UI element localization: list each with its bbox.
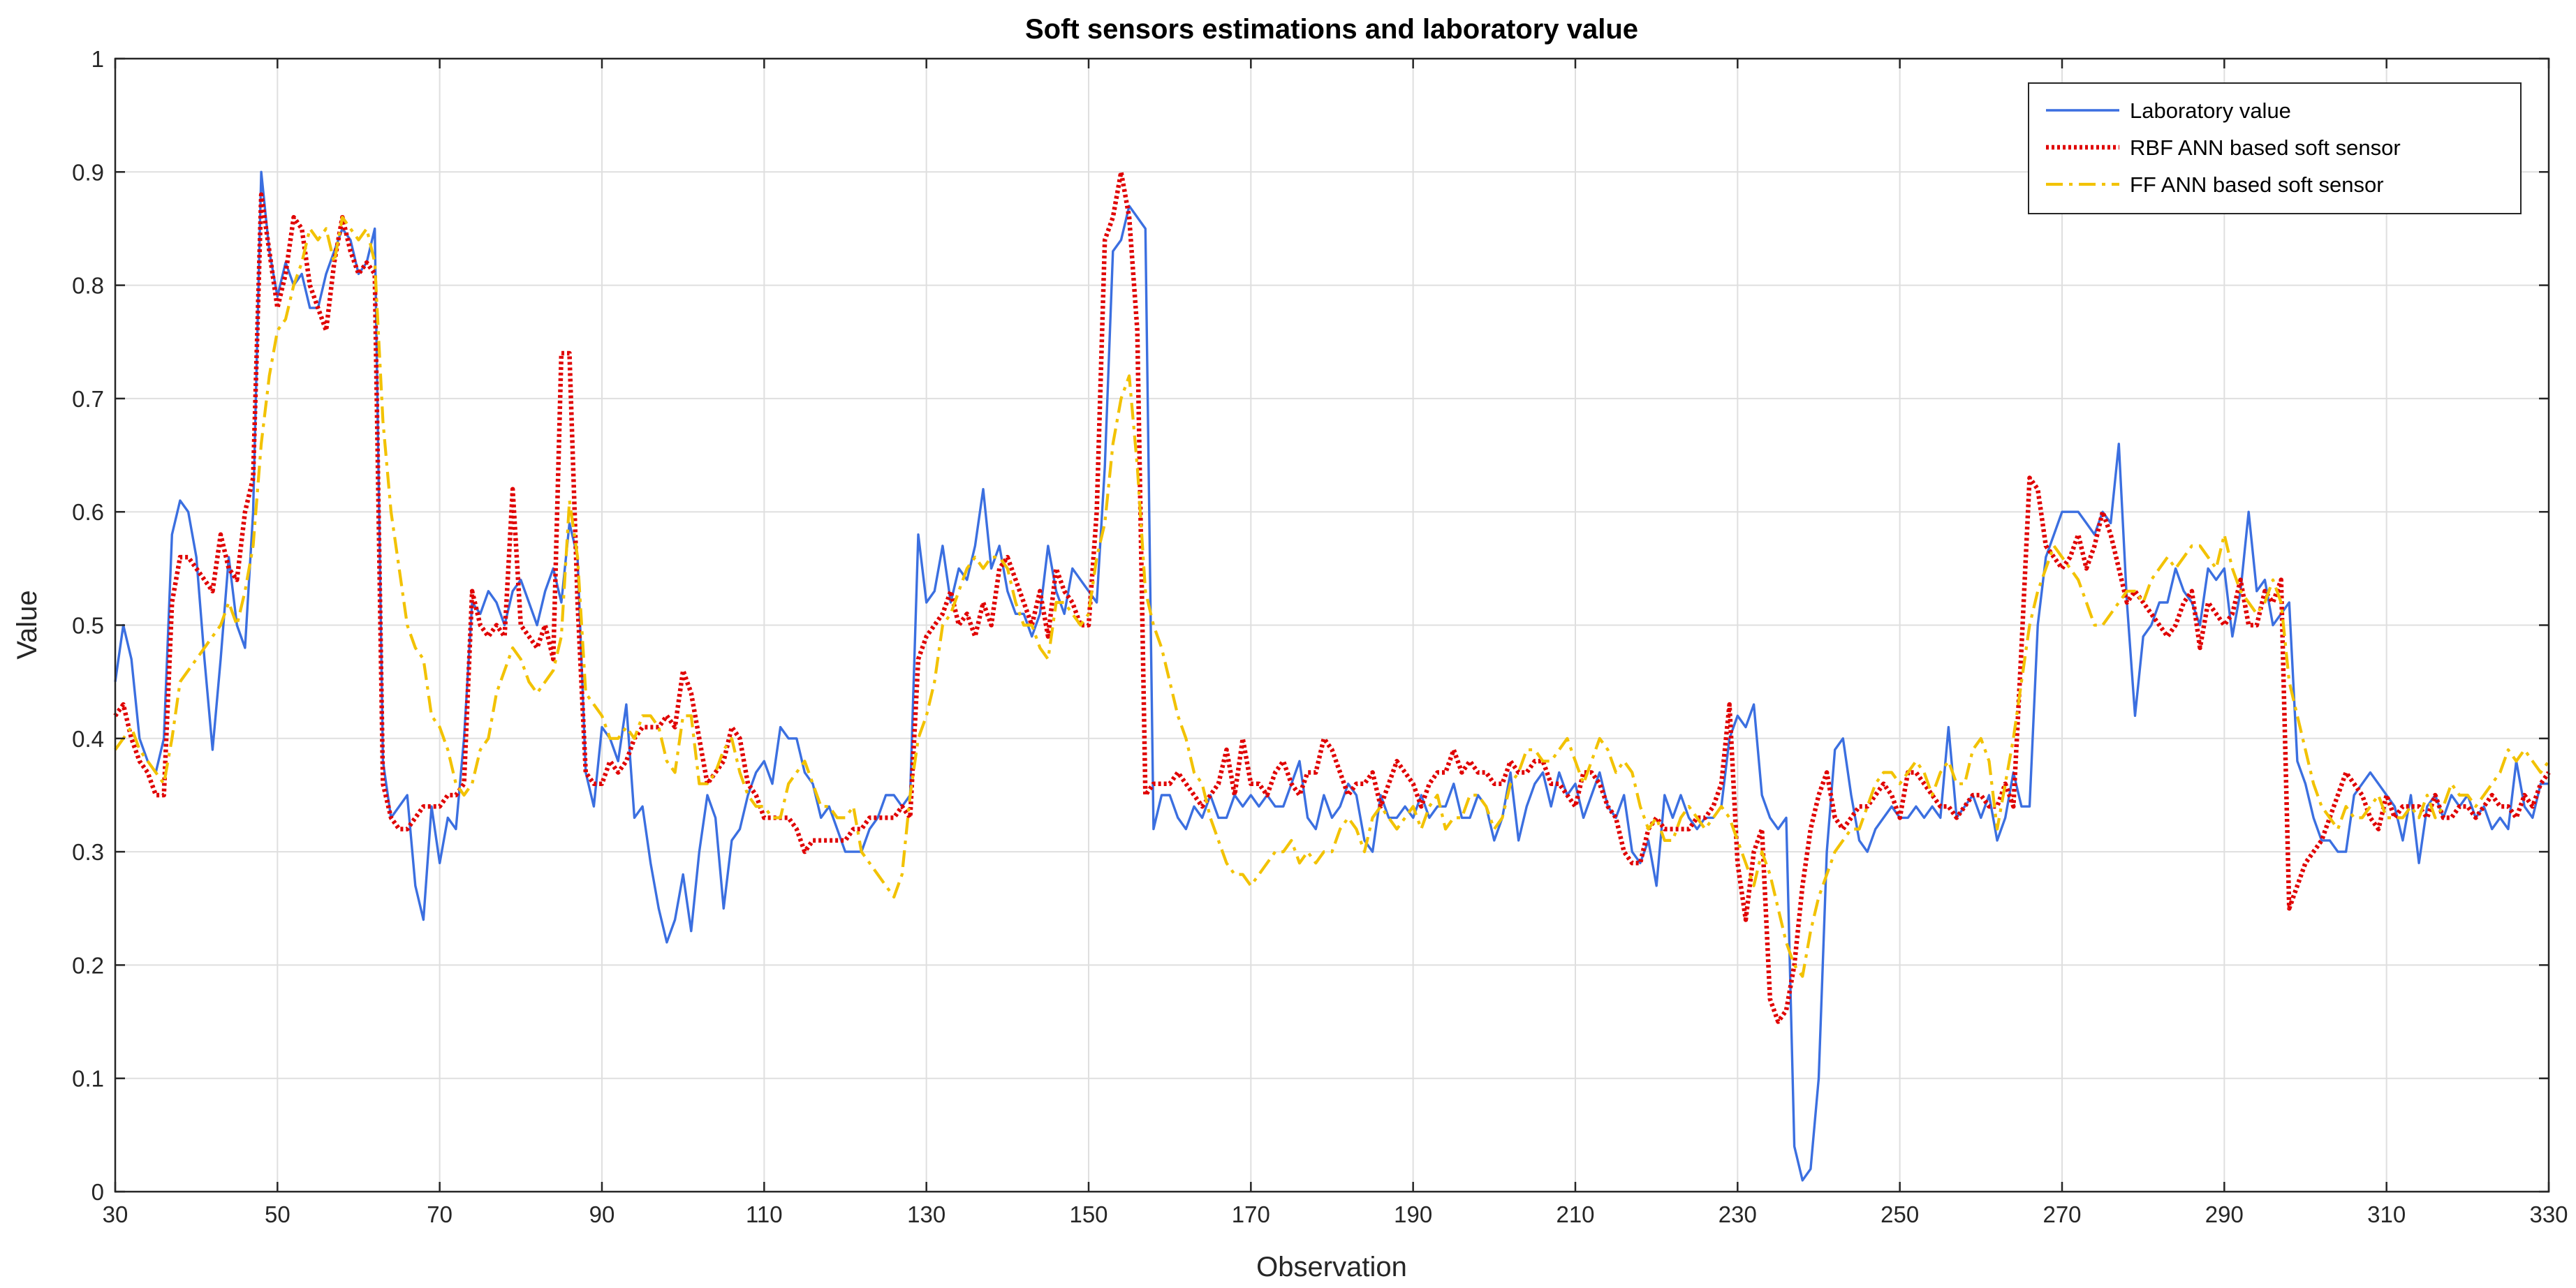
legend-box: [2028, 82, 2522, 214]
y-tick-label: 0.2: [72, 952, 104, 978]
y-tick-label: 0.5: [72, 613, 104, 639]
y-tick-label: 0.9: [72, 159, 104, 185]
y-tick-label: 0.3: [72, 839, 104, 865]
x-tick-label: 190: [1394, 1201, 1432, 1227]
y-tick-label: 0: [91, 1179, 104, 1205]
x-axis-label: Observation: [1256, 1252, 1407, 1282]
x-tick-label: 230: [1718, 1201, 1757, 1227]
y-tick-label: 0.7: [72, 386, 104, 412]
x-tick-label: 210: [1556, 1201, 1594, 1227]
x-tick-label: 290: [2205, 1201, 2244, 1227]
y-tick-label: 0.1: [72, 1066, 104, 1092]
legend-entry-laboratory-value: Laboratory value: [2130, 98, 2291, 123]
x-tick-label: 150: [1069, 1201, 1107, 1227]
y-tick-label: 1: [91, 46, 104, 72]
series-laboratory-value: [114, 170, 2549, 1182]
x-tick-label: 270: [2043, 1201, 2081, 1227]
x-tick-label: 250: [1881, 1201, 1919, 1227]
x-tick-label: 90: [589, 1201, 615, 1227]
legend-entry-rbf-ann: RBF ANN based soft sensor: [2130, 135, 2401, 160]
series-rbf-ann: [113, 170, 2551, 1024]
y-tick-label: 0.4: [72, 726, 104, 752]
x-tick-label: 110: [746, 1201, 783, 1227]
x-tick-label: 130: [907, 1201, 945, 1227]
y-axis-ticks: 0 0.1 0.2 0.3 0.4 0.5 0.6 0.7 0.8 0.9 1: [72, 46, 2549, 1205]
series-layer: [113, 170, 2551, 1182]
x-tick-label: 70: [427, 1201, 452, 1227]
series-ff-ann: [114, 216, 2550, 978]
x-axis-ticks: 30 50 70 90 110 130 150 170 190 210 230 250 270 290 31…: [103, 59, 2568, 1227]
x-tick-label: 50: [265, 1201, 290, 1227]
x-tick-label: 170: [1232, 1201, 1270, 1227]
legend: Laboratory value RBF ANN based soft sens…: [2028, 82, 2522, 214]
x-tick-label: 330: [2529, 1201, 2568, 1227]
y-tick-label: 0.6: [72, 499, 104, 525]
y-tick-label: 0.8: [72, 273, 104, 299]
chart-title: Soft sensors estimations and laboratory …: [1025, 14, 1638, 45]
x-tick-label: 30: [103, 1201, 128, 1227]
legend-entry-ff-ann: FF ANN based soft sensor: [2130, 172, 2384, 197]
x-tick-label: 310: [2367, 1201, 2406, 1227]
y-axis-label: Value: [12, 590, 43, 659]
